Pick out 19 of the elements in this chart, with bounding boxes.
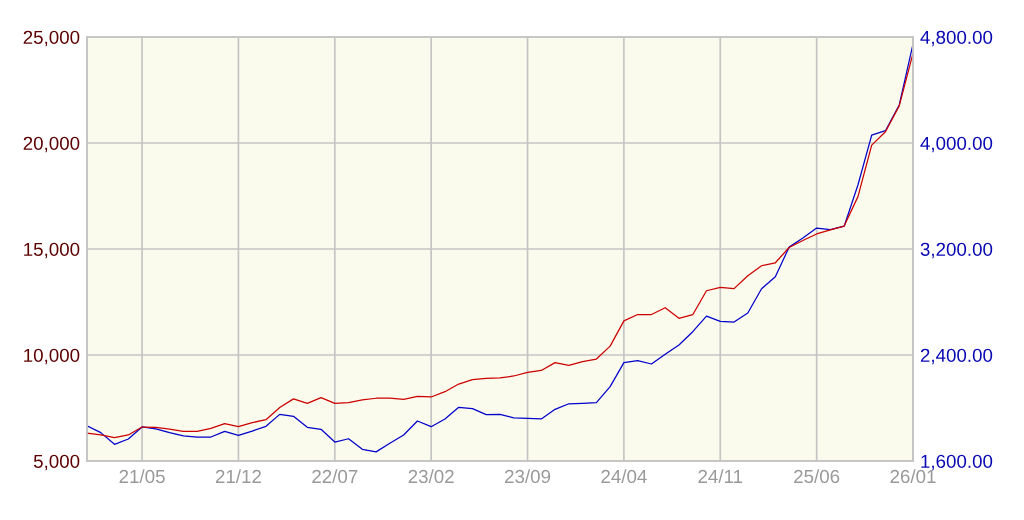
y2-tick-label: 3,200.00 [920,242,993,259]
x-tick-label: 23/02 [408,469,454,484]
x-tick-label: 24/11 [698,469,743,484]
x-tick-label: 26/01 [890,469,936,484]
x-tick-label: 25/06 [794,469,840,484]
x-tick-label: 23/09 [505,469,551,484]
y2-tick-label: 1,600.00 [921,454,993,471]
x-tick-label: 24/04 [601,469,647,484]
y-tick-label: 10,000 [24,348,80,365]
x-tick-label: 21/05 [119,469,165,484]
y-tick-label: 15,000 [24,242,80,259]
y2-tick-label: 4,000.00 [920,136,993,153]
y2-tick-label: 4,800.00 [920,30,993,47]
y-tick-label: 5,000 [33,454,80,471]
x-tick-label: 22/07 [312,469,358,484]
y-tick-label: 20,000 [23,136,80,153]
y-tick-label: 25,000 [23,30,80,47]
y2-tick-label: 2,400.00 [920,348,993,365]
x-tick-label: 21/12 [215,469,261,484]
